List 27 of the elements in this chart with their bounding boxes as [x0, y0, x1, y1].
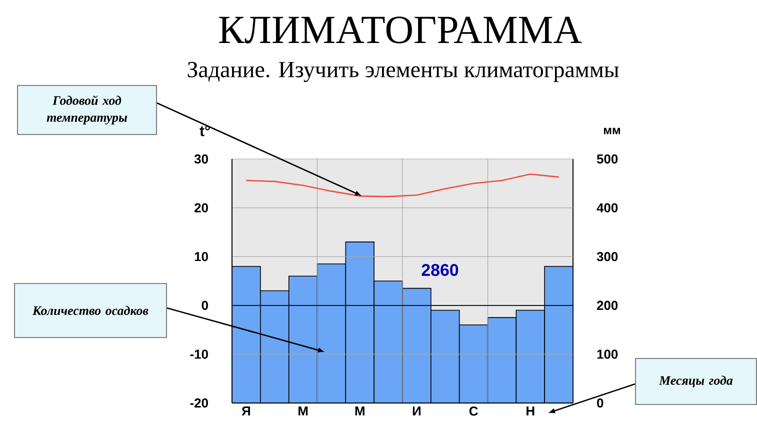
- chart-title: КЛИМАТОГРАММА: [219, 16, 582, 44]
- y2-tick-label: 500: [596, 154, 618, 164]
- y2-tick-label: 0: [597, 398, 604, 408]
- y2-tick-label: 200: [596, 300, 618, 310]
- y-tick-label: 30: [194, 154, 208, 164]
- y-tick-label: -20: [190, 398, 208, 408]
- x-tick-label: М: [355, 406, 364, 416]
- line-series: [246, 173, 560, 198]
- annotation: 2860: [422, 264, 458, 276]
- x-tick-label: И: [412, 406, 420, 416]
- x-tick-label: Я: [242, 406, 250, 416]
- chart-subtitle: Задание. Изучить элементы климатограммы: [188, 62, 619, 82]
- x-tick-label: М: [298, 406, 308, 416]
- y-tick-label: 10: [194, 252, 208, 262]
- y-tick-label: 0: [202, 300, 208, 310]
- y-tick-label: -10: [190, 350, 208, 359]
- y-axis-title: t°: [200, 126, 210, 136]
- y-tick-label: 20: [194, 203, 208, 212]
- y2-tick-label: 100: [597, 350, 618, 359]
- y2-tick-label: 300: [596, 252, 618, 262]
- x-tick-label: С: [469, 406, 478, 416]
- text: Месяцы года: [658, 376, 733, 388]
- text: Количество осадков: [32, 306, 148, 316]
- y2-axis-title: мм: [604, 128, 620, 134]
- x-tick-label: Н: [526, 406, 534, 416]
- y2-tick-label: 400: [596, 203, 618, 212]
- text: Годовой ход температуры: [46, 95, 128, 125]
